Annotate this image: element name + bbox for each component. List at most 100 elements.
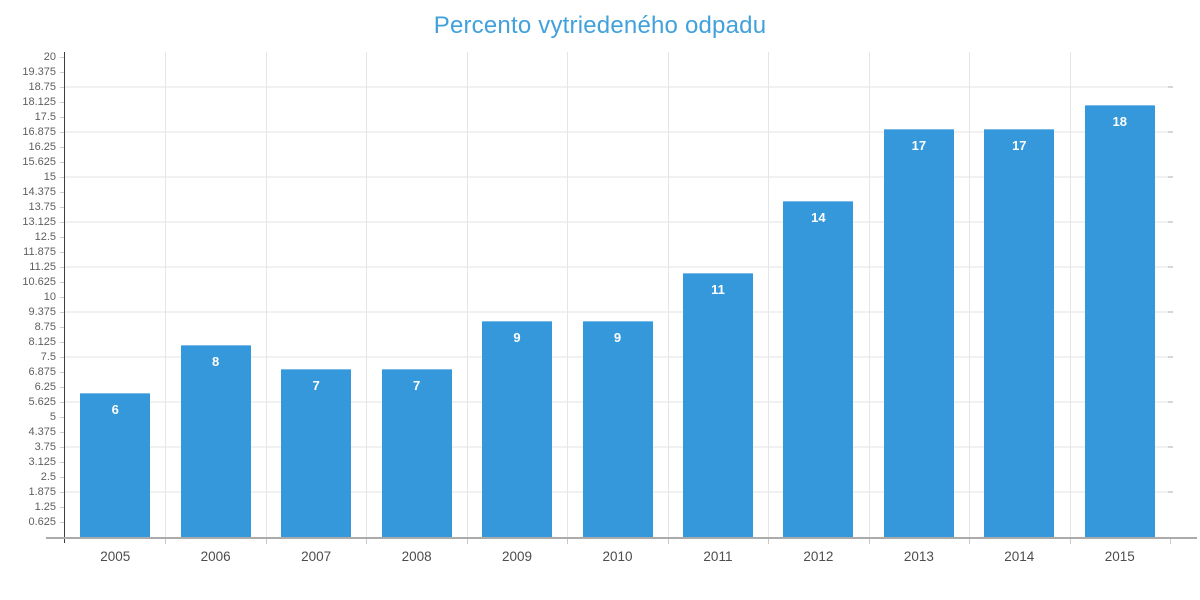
x-category-label: 2011: [703, 549, 733, 564]
y-tick-label: 10: [43, 291, 56, 303]
y-tick-label: 6.25: [34, 381, 56, 393]
y-tick-mark: [60, 297, 64, 298]
bar-2007: 7: [281, 369, 352, 537]
bar-2009: 9: [482, 321, 553, 537]
x-category-label: 2012: [803, 549, 834, 564]
y-tick-label: 2.5: [40, 471, 56, 483]
vertical-gridline: [768, 52, 770, 537]
vertical-gridline: [1069, 52, 1071, 537]
y-tick-label: 15: [43, 171, 56, 183]
bar-2008: 7: [381, 369, 452, 537]
y-tick-label: 15.625: [22, 156, 56, 168]
bar-2014: 17: [984, 129, 1055, 537]
x-tick-mark: [165, 539, 167, 544]
x-category-label: 2015: [1104, 549, 1135, 564]
y-axis-line: [64, 52, 65, 543]
x-axis-line: [46, 537, 1197, 539]
y-tick-mark: [60, 282, 64, 283]
y-tick-label: 17.5: [34, 111, 56, 123]
y-tick-mark: [60, 507, 64, 508]
y-tick-label: 3.75: [34, 441, 56, 453]
y-tick-mark: [60, 462, 64, 463]
y-tick-label: 12.5: [34, 231, 56, 243]
y-tick-mark: [60, 162, 64, 163]
y-tick-label: 20: [43, 51, 56, 63]
bar-value-label: 8: [212, 354, 220, 369]
y-tick-label: 16.875: [22, 126, 56, 138]
y-tick-mark: [60, 477, 64, 478]
bar-2006: 8: [180, 345, 251, 537]
vertical-gridline: [265, 52, 267, 537]
x-tick-mark: [1069, 539, 1071, 544]
gridline-end-tick: [1168, 221, 1173, 223]
y-tick-mark: [60, 342, 64, 343]
y-tick-mark: [60, 57, 64, 58]
bar-value-label: 9: [513, 330, 521, 345]
y-tick-label: 10.625: [22, 276, 56, 288]
bar-value-label: 6: [111, 402, 119, 417]
x-tick-mark: [466, 539, 468, 544]
bar-2011: 11: [682, 273, 753, 537]
y-tick-mark: [60, 87, 64, 88]
y-tick-label: 6.875: [28, 366, 56, 378]
vertical-gridline: [165, 52, 167, 537]
horizontal-gridline: [65, 86, 1170, 88]
gridline-end-tick: [1168, 491, 1173, 493]
y-tick-mark: [60, 222, 64, 223]
x-category-label: 2006: [200, 549, 231, 564]
y-tick-label: 13.75: [28, 201, 56, 213]
x-category-label: 2005: [100, 549, 131, 564]
bar-value-label: 7: [412, 378, 421, 393]
y-tick-label: 13.125: [22, 216, 56, 228]
y-tick-label: 16.25: [28, 141, 56, 153]
vertical-gridline: [567, 52, 569, 537]
horizontal-gridline: [65, 221, 1170, 223]
bar-value-label: 17: [1012, 138, 1027, 153]
y-tick-mark: [60, 357, 64, 358]
horizontal-gridline: [65, 311, 1170, 313]
y-tick-label: 18.75: [28, 81, 56, 93]
gridline-end-tick: [1168, 86, 1173, 88]
bar-2012: 14: [783, 201, 854, 537]
y-tick-label: 11.875: [23, 246, 56, 258]
gridline-end-tick: [1168, 401, 1173, 403]
y-tick-label: 5.625: [28, 396, 56, 408]
gridline-end-tick: [1168, 176, 1173, 178]
y-tick-mark: [60, 312, 64, 313]
y-tick-label: 9.375: [28, 306, 56, 318]
x-category-label: 2014: [1004, 549, 1035, 564]
y-tick-label: 4.375: [28, 426, 56, 438]
y-tick-mark: [60, 267, 64, 268]
x-tick-mark: [969, 539, 971, 544]
y-tick-mark: [60, 417, 64, 418]
y-tick-mark: [60, 147, 64, 148]
y-tick-mark: [60, 207, 64, 208]
bar-value-label: 11: [711, 282, 725, 297]
y-tick-label: 1.875: [28, 486, 56, 498]
x-tick-mark: [667, 539, 669, 544]
x-category-label: 2008: [401, 549, 432, 564]
y-tick-mark: [60, 192, 64, 193]
vertical-gridline: [969, 52, 971, 537]
x-tick-mark: [265, 539, 267, 544]
y-tick-mark: [60, 72, 64, 73]
x-category-label: 2010: [602, 549, 633, 564]
bar-2005: 6: [80, 393, 151, 537]
y-tick-mark: [60, 327, 64, 328]
y-tick-mark: [60, 237, 64, 238]
y-tick-mark: [60, 492, 64, 493]
y-tick-mark: [60, 252, 64, 253]
horizontal-gridline: [65, 131, 1170, 133]
bar-value-label: 18: [1112, 114, 1127, 129]
y-tick-label: 19.375: [22, 66, 56, 78]
y-tick-label: 7.5: [40, 351, 56, 363]
bar-2013: 17: [883, 129, 954, 537]
bar-2015: 18: [1084, 105, 1155, 537]
y-tick-mark: [60, 387, 64, 388]
y-tick-mark: [60, 522, 64, 523]
y-tick-label: 3.125: [28, 456, 56, 468]
gridline-end-tick: [1168, 356, 1173, 358]
gridline-end-tick: [1168, 311, 1173, 313]
gridline-end-tick: [1168, 446, 1173, 448]
